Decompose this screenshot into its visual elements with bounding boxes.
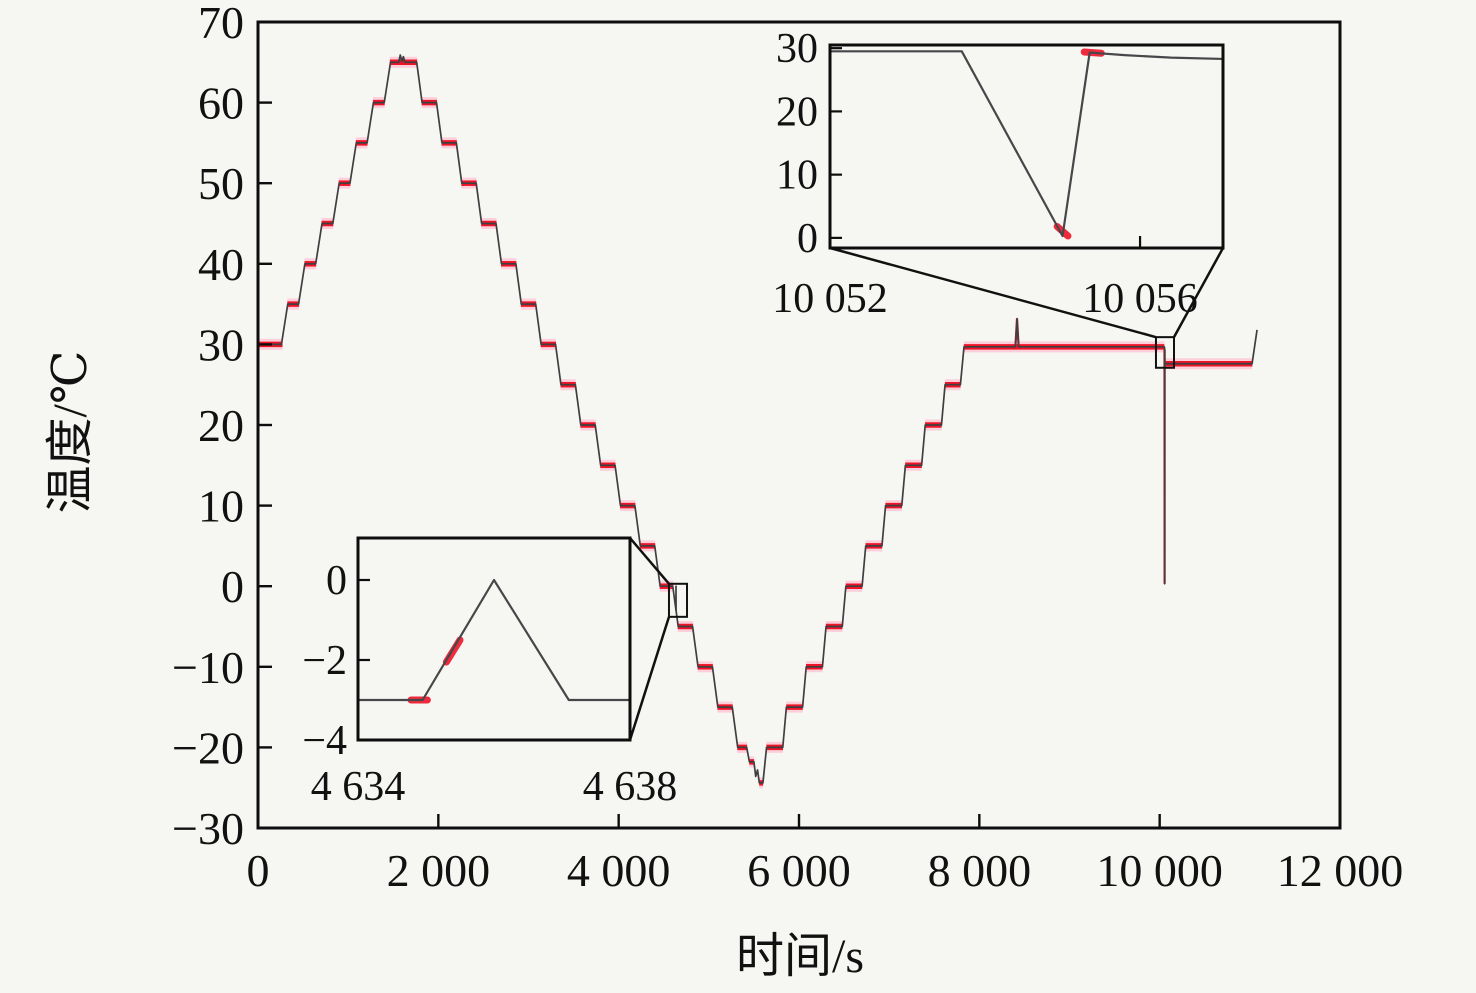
y-tick-label: −10 xyxy=(172,642,244,693)
inset-y-tick-label: 10 xyxy=(776,153,818,199)
inset-y-tick-label: 30 xyxy=(776,26,818,72)
x-tick-label: 12 000 xyxy=(1277,845,1404,896)
inset-x-tick-label: 4 638 xyxy=(583,764,678,810)
inset-x-tick-label: 4 634 xyxy=(311,764,406,810)
connector-inset2-right xyxy=(1172,247,1225,338)
temperature-profile-line xyxy=(258,54,1258,784)
y-tick-label: 0 xyxy=(221,561,244,612)
y-tick-label: 10 xyxy=(198,481,244,532)
x-tick-label: 0 xyxy=(247,845,270,896)
glitch-window-descent-rect xyxy=(667,582,689,618)
inset-x-tick-label: 10 056 xyxy=(1082,276,1198,322)
inset-curve xyxy=(830,50,1224,238)
inset-frame xyxy=(356,536,632,742)
y-tick-label: 30 xyxy=(198,319,244,370)
connector-inset2-left xyxy=(829,246,1157,339)
inset-y-tick-label: 0 xyxy=(797,216,818,262)
inset-plots: 0 −2 −44 634 4 638 30 20 10 0 10 052 10 056 xyxy=(302,26,1225,810)
y-tick-label: −20 xyxy=(172,722,244,773)
y-tick-label: 70 xyxy=(198,0,244,48)
inset-x-tick-label: 10 052 xyxy=(772,276,888,322)
glitch-window-hold-rect xyxy=(1154,336,1176,369)
x-tick-label: 4 000 xyxy=(567,845,671,896)
inset-descent-glitch: 0 −2 −44 634 4 638 xyxy=(302,536,678,810)
main-plot-frame xyxy=(256,20,1342,830)
inset-curve xyxy=(358,578,630,702)
y-axis-title: 温度/℃ xyxy=(44,350,97,513)
inset-y-tick-label: −2 xyxy=(302,638,347,684)
inset-connector-lines xyxy=(628,246,1225,741)
x-tick-label: 8 000 xyxy=(928,845,1032,896)
y-tick-label: 20 xyxy=(198,400,244,451)
x-axis-title: 时间/s xyxy=(736,930,864,983)
connector-inset1-top xyxy=(629,537,670,585)
x-tick-label: 2 000 xyxy=(387,845,491,896)
main-series xyxy=(258,54,1258,789)
inset-hold-glitch: 30 20 10 0 10 052 10 056 xyxy=(772,26,1225,322)
y-tick-label: 40 xyxy=(198,239,244,290)
x-tick-label: 10 000 xyxy=(1096,845,1223,896)
y-tick-label: −30 xyxy=(172,803,244,854)
y-tick-label: 50 xyxy=(198,158,244,209)
zoom-source-rectangles xyxy=(667,336,1176,618)
inset-y-tick-label: 0 xyxy=(326,558,347,604)
inset-y-tick-label: −4 xyxy=(302,718,347,764)
inset-frame xyxy=(828,43,1225,250)
connector-inset1-bottom xyxy=(628,616,671,741)
x-tick-label: 6 000 xyxy=(747,845,851,896)
y-tick-label: 60 xyxy=(198,78,244,129)
inset-y-tick-label: 20 xyxy=(776,89,818,135)
